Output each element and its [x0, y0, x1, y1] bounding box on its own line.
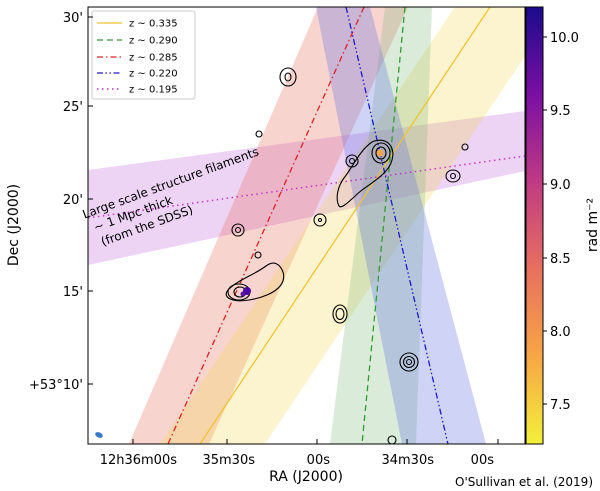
source-contour: [375, 146, 387, 160]
line-z0335: [199, 7, 491, 444]
source-contour: [402, 355, 416, 369]
y-tick-label: 15': [63, 285, 83, 300]
x-tick-label: 00s: [471, 453, 495, 468]
rm-source-marker: [240, 291, 246, 297]
colorbar-tick-label: 8.5: [550, 252, 571, 267]
source-contour: [445, 169, 461, 183]
legend-label: z ~ 0.290: [129, 36, 178, 47]
legend-label: z ~ 0.285: [129, 53, 178, 64]
colorbar-tick-label: 10.0: [550, 31, 579, 46]
x-tick-label: 34m30s: [381, 453, 434, 468]
x-tick-label: 00s: [307, 453, 331, 468]
extended-source-contour: [225, 262, 285, 302]
source-contour: [231, 223, 245, 237]
source-contour: [335, 307, 345, 321]
x-axis-label: RA (J2000): [269, 469, 343, 485]
legend-label: z ~ 0.195: [129, 85, 178, 96]
line-z0220: [345, 7, 449, 444]
source-contour: [405, 358, 413, 366]
line-z0285: [167, 7, 365, 444]
band-z0335: [160, 7, 525, 444]
colorbar: [525, 6, 544, 445]
y-tick-label: 30': [63, 11, 83, 26]
rm-sources: [240, 149, 384, 297]
y-tick-label: 20': [63, 193, 83, 208]
radio-contours: [225, 67, 469, 444]
colorbar-ticks: [543, 36, 547, 405]
filament-lines: [88, 7, 525, 444]
source-contour: [399, 352, 419, 372]
colorbar-tick-label: 7.5: [550, 398, 571, 413]
y-ticks: [88, 16, 93, 385]
source-contour: [284, 72, 292, 82]
line-z0195: [88, 155, 525, 219]
x-tick-label: 35m30s: [202, 453, 255, 468]
band-z0195: [88, 111, 525, 265]
source-contour: [348, 157, 356, 165]
colorbar-tick-label: 9.0: [550, 178, 571, 193]
legend: z ~ 0.335 z ~ 0.290 z ~ 0.285 z ~ 0.220 …: [91, 10, 196, 100]
extended-source-contour: [336, 139, 394, 208]
line-z0290: [361, 7, 406, 444]
source-contour: [371, 142, 391, 164]
beam-ellipse: [95, 432, 103, 438]
rm-source-marker: [376, 149, 384, 157]
x-tick-label: 12h36m00s: [100, 453, 178, 468]
band-z0290: [330, 7, 432, 444]
colorbar-tick-label: 8.0: [550, 325, 571, 340]
legend-label: z ~ 0.220: [129, 69, 178, 80]
colorbar-tick-label: 9.5: [550, 104, 571, 119]
source-contour: [332, 304, 348, 324]
source-contour: [313, 213, 327, 227]
source-contour: [317, 217, 323, 223]
source-contour: [255, 130, 263, 138]
x-ticks: [132, 439, 499, 444]
source-contour: [234, 226, 242, 234]
y-tick-label: 25': [63, 100, 83, 115]
source-contour: [279, 67, 297, 87]
credit-text: O'Sullivan et al. (2019): [455, 475, 593, 489]
filament-bands: [88, 7, 525, 444]
y-tick-label: +53°10': [29, 378, 83, 393]
y-axis-label: Dec (J2000): [6, 184, 22, 266]
source-contour: [461, 143, 469, 151]
band-z0220: [316, 7, 486, 444]
band-z0285: [129, 7, 408, 444]
colorbar-label: rad m⁻²: [585, 198, 600, 252]
source-contour: [387, 435, 397, 444]
plot-frame: [87, 6, 526, 445]
source-contour: [449, 172, 457, 180]
legend-label: z ~ 0.335: [129, 19, 178, 30]
source-contour: [254, 251, 262, 259]
